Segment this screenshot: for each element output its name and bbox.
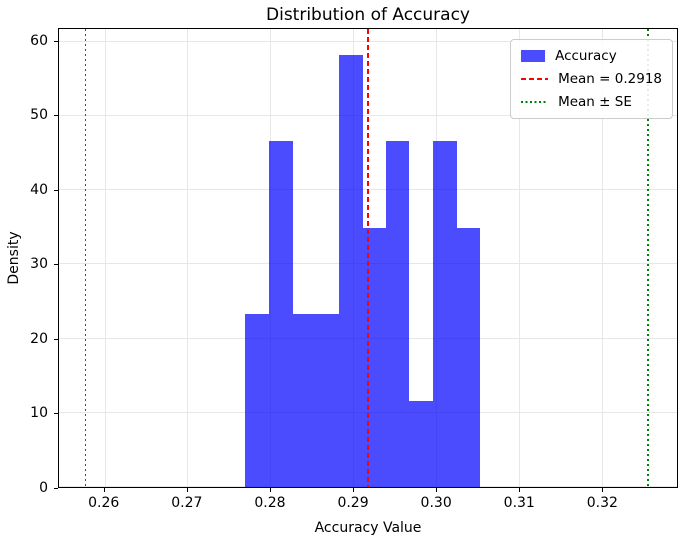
legend-label: Mean ± SE <box>558 94 632 110</box>
x-tick-label: 0.28 <box>254 495 286 511</box>
y-tick-label: 0 <box>39 480 48 496</box>
legend-label: Mean = 0.2918 <box>558 71 662 87</box>
x-tick-mark <box>103 488 105 492</box>
x-tick-mark <box>186 488 188 492</box>
chart-title: Distribution of Accuracy <box>266 5 470 25</box>
x-tick-label: 0.32 <box>586 495 618 511</box>
se-line <box>84 29 87 487</box>
legend-entry-se: Mean ± SE <box>521 94 662 110</box>
y-tick-mark <box>54 115 58 117</box>
x-tick-mark <box>519 488 521 492</box>
y-tick-mark <box>54 413 58 415</box>
se-dotted-line-icon <box>521 101 549 103</box>
x-tick-mark <box>353 488 355 492</box>
x-tick-label: 0.31 <box>503 495 535 511</box>
y-tick-mark <box>54 40 58 42</box>
se-line <box>647 29 649 487</box>
y-tick-label: 10 <box>30 405 48 422</box>
y-tick-label: 20 <box>30 330 48 347</box>
x-tick-label: 0.29 <box>337 495 369 511</box>
x-gridline <box>601 29 603 487</box>
plot-area: Accuracy Mean = 0.2918 Mean ± SE <box>58 28 678 488</box>
histogram-bar <box>432 141 457 487</box>
x-gridline <box>187 29 189 487</box>
legend-entry-mean: Mean = 0.2918 <box>521 71 662 87</box>
legend-entry-accuracy: Accuracy <box>521 48 662 64</box>
legend-label: Accuracy <box>555 48 617 64</box>
histogram-bar <box>386 141 410 487</box>
y-axis-label: Density <box>6 231 22 285</box>
x-tick-label: 0.26 <box>88 495 120 511</box>
histogram-bar <box>409 400 433 487</box>
y-tick-label: 50 <box>30 107 48 124</box>
y-tick-mark <box>54 189 58 191</box>
x-gridline <box>104 29 106 487</box>
x-tick-mark <box>602 488 604 492</box>
y-tick-mark <box>54 488 58 489</box>
legend: Accuracy Mean = 0.2918 Mean ± SE <box>510 39 673 119</box>
y-tick-label: 60 <box>30 32 48 49</box>
y-tick-label: 30 <box>30 256 48 273</box>
x-tick-mark <box>436 488 438 492</box>
x-tick-mark <box>269 488 271 492</box>
mean-line <box>367 29 369 487</box>
y-tick-label: 40 <box>30 181 48 198</box>
mean-dashed-line-icon <box>521 78 549 80</box>
histogram-bar <box>456 227 480 487</box>
histogram-bar <box>245 314 269 487</box>
accuracy-swatch-icon <box>521 50 546 62</box>
histogram-bar <box>292 314 316 487</box>
histogram-bar <box>315 314 339 487</box>
histogram-bar <box>339 54 364 487</box>
x-gridline <box>518 29 520 487</box>
histogram-bar <box>268 141 293 487</box>
y-tick-mark <box>54 264 58 266</box>
x-axis-label: Accuracy Value <box>314 520 422 536</box>
x-tick-label: 0.27 <box>171 495 203 511</box>
y-tick-mark <box>54 338 58 340</box>
x-tick-label: 0.30 <box>420 495 452 511</box>
